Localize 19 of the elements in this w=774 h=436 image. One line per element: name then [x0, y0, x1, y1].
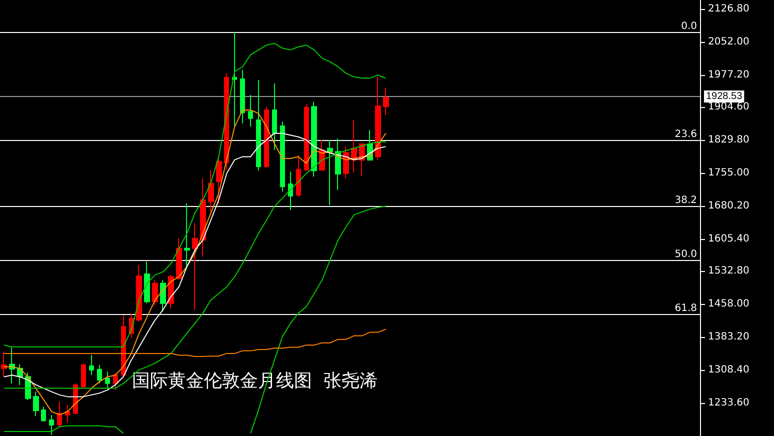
y-tick-label: 2052.00: [708, 36, 750, 48]
y-tick-label: 1755.00: [708, 168, 750, 179]
annotation: 0.0: [681, 20, 697, 32]
y-tick-label: 1977.20: [708, 69, 750, 80]
y-tick-label: 2126.80: [708, 4, 750, 14]
y-tick-label: 1308.40: [708, 364, 750, 376]
y-tick-label: 1532.80: [708, 266, 750, 277]
annotation: 50.0: [674, 248, 697, 260]
annotation: 61.8: [674, 302, 697, 314]
y-tick-label: 1383.20: [708, 332, 750, 343]
annotation: 38.2: [674, 194, 697, 206]
annotation: 23.6: [674, 128, 697, 140]
y-tick-label: 1458.00: [708, 298, 750, 310]
y-tick-label: 1829.80: [708, 134, 750, 146]
y-tick-label: 1904.60: [708, 102, 750, 113]
y-tick-label: 1680.20: [708, 200, 750, 212]
y-tick-label: 1233.60: [708, 398, 750, 409]
ref-line-label: 1928.53: [706, 90, 743, 102]
y-tick-label: 1605.40: [708, 234, 750, 245]
